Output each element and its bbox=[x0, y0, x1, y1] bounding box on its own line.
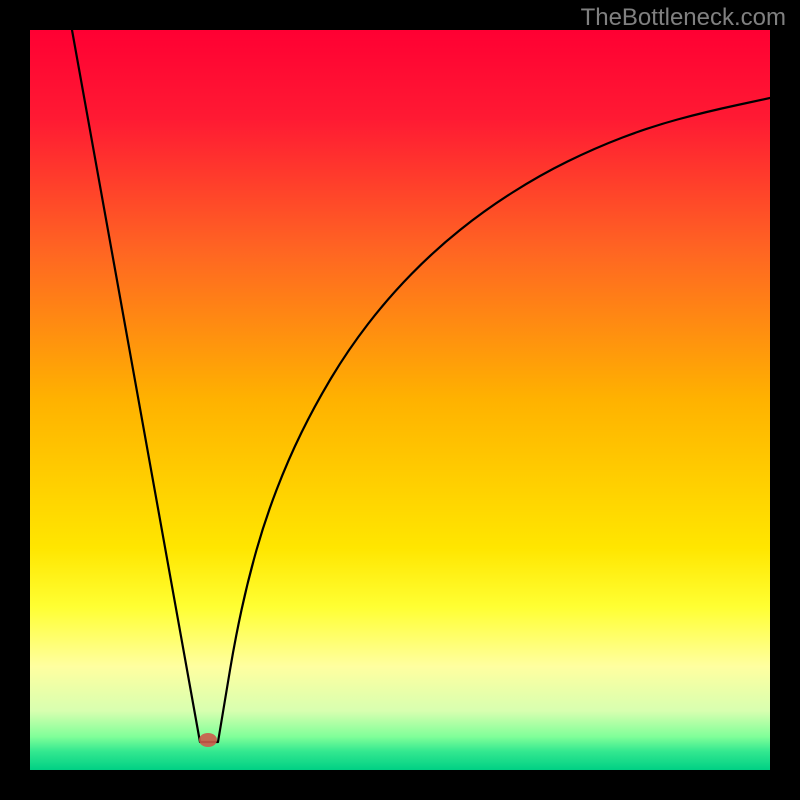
plot-area bbox=[30, 30, 770, 770]
optimum-marker bbox=[199, 733, 217, 747]
gradient-background bbox=[30, 30, 770, 770]
plot-svg bbox=[30, 30, 770, 770]
watermark-text: TheBottleneck.com bbox=[581, 4, 786, 32]
